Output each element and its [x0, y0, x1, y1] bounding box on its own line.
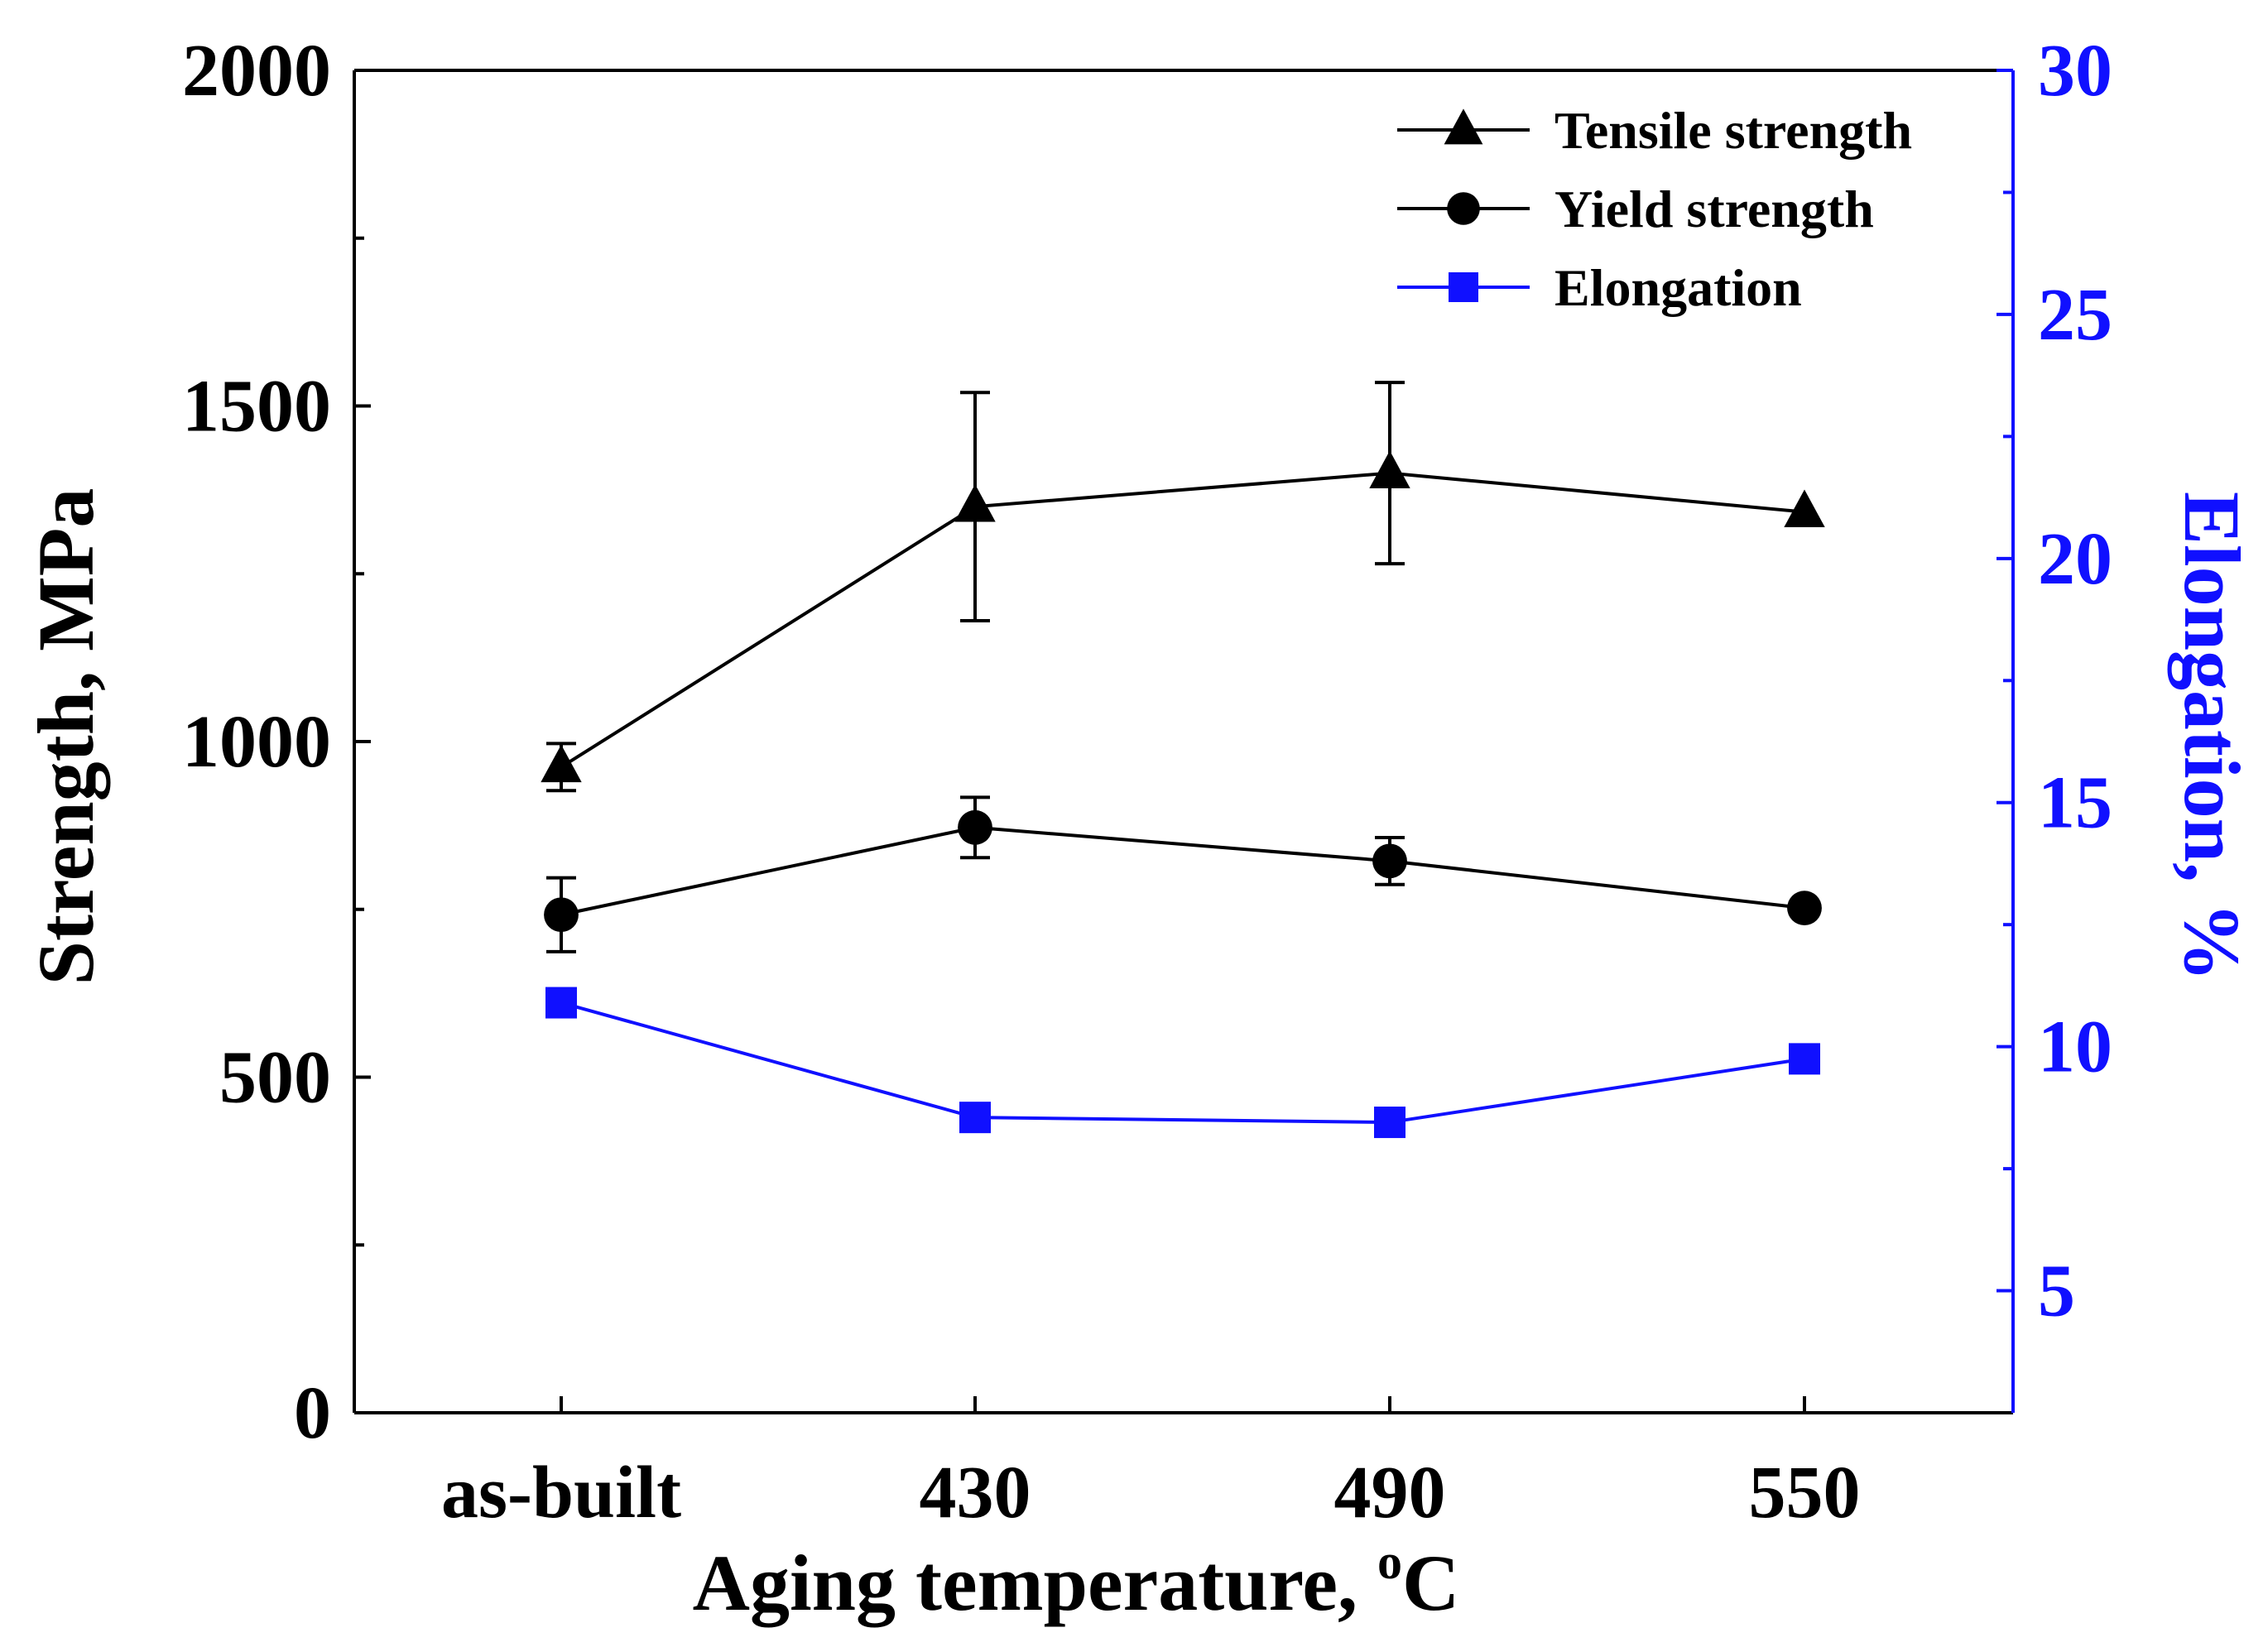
y2-axis-title: Elongation, %: [2168, 492, 2256, 982]
point-2-1: [959, 1102, 991, 1134]
y-tick-label-1000: 1000: [182, 701, 331, 783]
point-1-3: [1787, 891, 1822, 926]
point-0-0: [541, 744, 582, 783]
y2-tick-label-30: 30: [2038, 30, 2112, 112]
legend-label-1: Yield strength: [1554, 180, 1874, 238]
y2-tick-label-25: 25: [2038, 274, 2112, 356]
x-tick-label-3: 550: [1749, 1452, 1861, 1534]
point-2-0: [545, 987, 577, 1019]
y-tick-label-500: 500: [219, 1037, 331, 1119]
y2-tick-label-5: 5: [2038, 1251, 2075, 1332]
legend-entry-1: Yield strength: [1397, 180, 1874, 238]
legend: Tensile strength Yield strength Elongation: [1397, 101, 1912, 317]
series-2: [545, 987, 1820, 1139]
axis-ticks: [354, 69, 2013, 1414]
point-1-2: [1372, 843, 1407, 879]
tick-labels: 0 500 1000 1500 2000 5 10 15 20 25 30 as-built 430 49…: [182, 30, 2112, 1534]
series-line-1: [560, 825, 1805, 917]
legend-marker-2: [1449, 272, 1478, 302]
y-axis-title: Strength, MPa: [22, 488, 110, 986]
point-1-1: [958, 809, 992, 845]
legend-label-0: Tensile strength: [1554, 101, 1912, 160]
point-0-2: [1369, 450, 1410, 488]
series-line-0: [560, 471, 1805, 769]
x-tick-label-0: as-built: [441, 1452, 681, 1534]
y-tick-label-2000: 2000: [182, 30, 331, 112]
point-2-3: [1789, 1043, 1820, 1075]
y-tick-label-1500: 1500: [182, 366, 331, 448]
legend-label-2: Elongation: [1554, 258, 1802, 317]
series-1: [544, 795, 1822, 953]
legend-entry-2: Elongation: [1397, 258, 1802, 317]
legend-entry-0: Tensile strength: [1397, 101, 1912, 160]
y2-tick-label-10: 10: [2038, 1006, 2112, 1088]
point-0-1: [954, 484, 996, 522]
y2-tick-label-20: 20: [2038, 518, 2112, 600]
y-tick-label-0: 0: [294, 1372, 331, 1454]
x-axis-title: Aging temperature, oC: [693, 1534, 1460, 1627]
point-0-3: [1784, 489, 1825, 527]
point-1-0: [544, 897, 579, 933]
legend-marker-1: [1447, 192, 1480, 225]
x-tick-label-2: 490: [1334, 1452, 1446, 1534]
legend-marker-0: [1444, 108, 1483, 145]
series-line-2: [560, 1001, 1805, 1125]
series-0: [541, 381, 1825, 793]
point-2-2: [1374, 1107, 1405, 1139]
x-tick-label-1: 430: [920, 1452, 1031, 1534]
x-axis-title-sup: o: [1377, 1534, 1402, 1589]
x-axis-title-prefix: Aging temperature,: [693, 1539, 1377, 1627]
x-axis-title-suffix: C: [1402, 1539, 1459, 1627]
series-layer: [541, 381, 1825, 1139]
y2-tick-label-15: 15: [2038, 762, 2112, 844]
